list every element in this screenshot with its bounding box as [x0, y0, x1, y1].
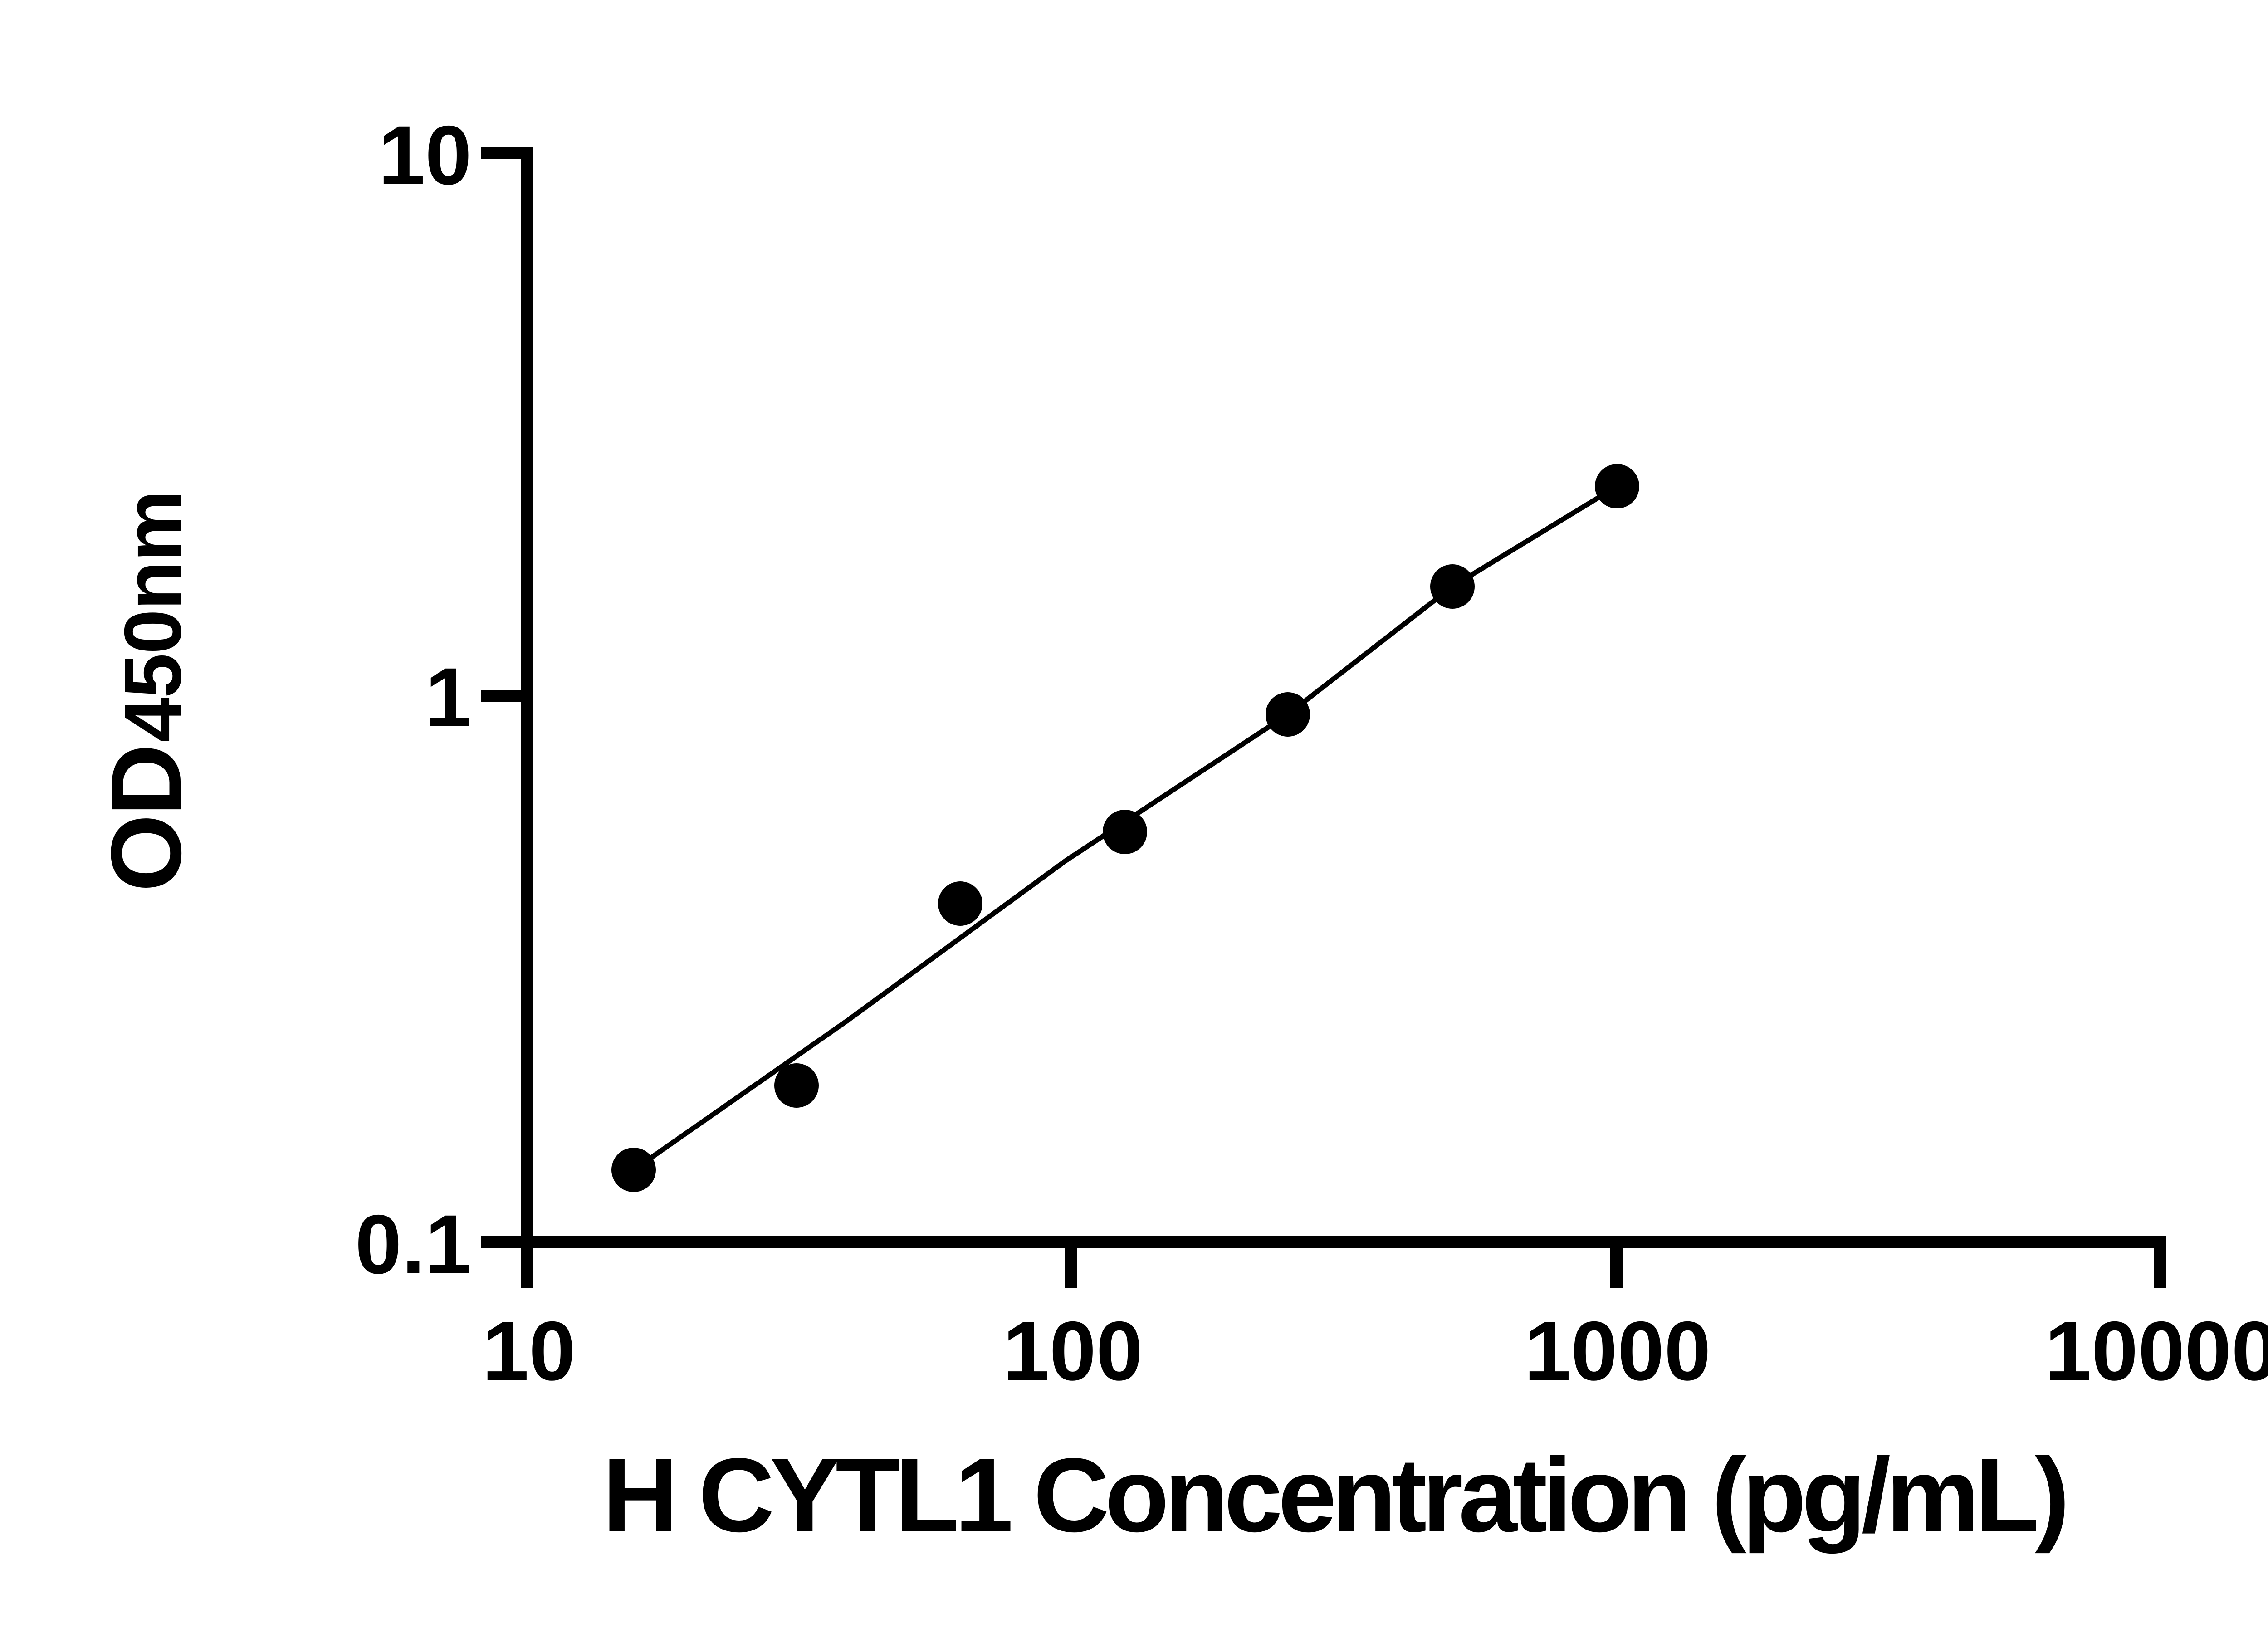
svg-text:OD: OD: [90, 746, 202, 892]
svg-text:H CYTL1 Concentration (pg/mL): H CYTL1 Concentration (pg/mL): [602, 1437, 2070, 1554]
svg-text:10000: 10000: [2045, 1305, 2268, 1398]
svg-text:0.1: 0.1: [355, 1198, 472, 1291]
svg-text:450nm: 450nm: [108, 491, 198, 742]
svg-text:1: 1: [425, 651, 472, 744]
svg-text:1000: 1000: [1524, 1305, 1711, 1398]
svg-text:10: 10: [482, 1305, 576, 1398]
svg-text:100: 100: [1003, 1305, 1143, 1398]
svg-text:10: 10: [378, 109, 472, 202]
